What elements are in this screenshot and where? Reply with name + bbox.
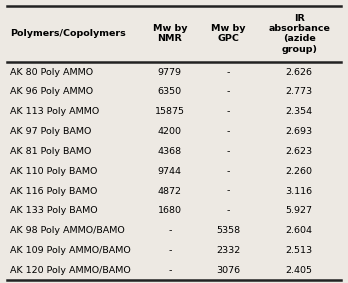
Text: Polymers/Copolymers: Polymers/Copolymers: [10, 29, 126, 38]
Text: 2.626: 2.626: [286, 68, 313, 77]
Text: 9779: 9779: [158, 68, 182, 77]
Text: -: -: [168, 226, 172, 235]
Text: AK 116 Poly BAMO: AK 116 Poly BAMO: [10, 186, 97, 196]
Text: 2.623: 2.623: [286, 147, 313, 156]
Text: -: -: [227, 107, 230, 116]
Text: AK 80 Poly AMMO: AK 80 Poly AMMO: [10, 68, 93, 77]
Text: -: -: [168, 246, 172, 255]
Text: AK 133 Poly BAMO: AK 133 Poly BAMO: [10, 206, 97, 215]
Text: AK 98 Poly AMMO/BAMO: AK 98 Poly AMMO/BAMO: [10, 226, 125, 235]
Text: 3076: 3076: [216, 266, 240, 275]
Text: -: -: [227, 147, 230, 156]
Text: Mw by
GPC: Mw by GPC: [211, 24, 246, 44]
Text: 2.693: 2.693: [286, 127, 313, 136]
Text: -: -: [227, 167, 230, 176]
Text: AK 110 Poly BAMO: AK 110 Poly BAMO: [10, 167, 97, 176]
Text: 4872: 4872: [158, 186, 182, 196]
Text: -: -: [227, 87, 230, 97]
Text: Mw by
NMR: Mw by NMR: [152, 24, 187, 44]
Text: -: -: [227, 206, 230, 215]
Text: 3.116: 3.116: [286, 186, 313, 196]
Text: 4368: 4368: [158, 147, 182, 156]
Text: -: -: [227, 68, 230, 77]
Text: 5358: 5358: [216, 226, 240, 235]
Text: 15875: 15875: [155, 107, 185, 116]
Text: 2.260: 2.260: [286, 167, 313, 176]
Text: -: -: [227, 186, 230, 196]
Text: AK 113 Poly AMMO: AK 113 Poly AMMO: [10, 107, 99, 116]
Text: 2.773: 2.773: [286, 87, 313, 97]
Text: AK 97 Poly BAMO: AK 97 Poly BAMO: [10, 127, 91, 136]
Text: IR
absorbance
(azide
group): IR absorbance (azide group): [268, 14, 330, 53]
Text: 4200: 4200: [158, 127, 182, 136]
Text: -: -: [227, 127, 230, 136]
Text: 2.513: 2.513: [286, 246, 313, 255]
Text: AK 120 Poly AMMO/BAMO: AK 120 Poly AMMO/BAMO: [10, 266, 130, 275]
Text: AK 96 Poly AMMO: AK 96 Poly AMMO: [10, 87, 93, 97]
Text: 5.927: 5.927: [286, 206, 313, 215]
Text: 9744: 9744: [158, 167, 182, 176]
Text: 2.354: 2.354: [286, 107, 313, 116]
Text: 6350: 6350: [158, 87, 182, 97]
Text: 2332: 2332: [216, 246, 240, 255]
Text: 2.604: 2.604: [286, 226, 313, 235]
Text: -: -: [168, 266, 172, 275]
Text: 2.405: 2.405: [286, 266, 313, 275]
Text: 1680: 1680: [158, 206, 182, 215]
Text: AK 81 Poly BAMO: AK 81 Poly BAMO: [10, 147, 91, 156]
Text: AK 109 Poly AMMO/BAMO: AK 109 Poly AMMO/BAMO: [10, 246, 130, 255]
